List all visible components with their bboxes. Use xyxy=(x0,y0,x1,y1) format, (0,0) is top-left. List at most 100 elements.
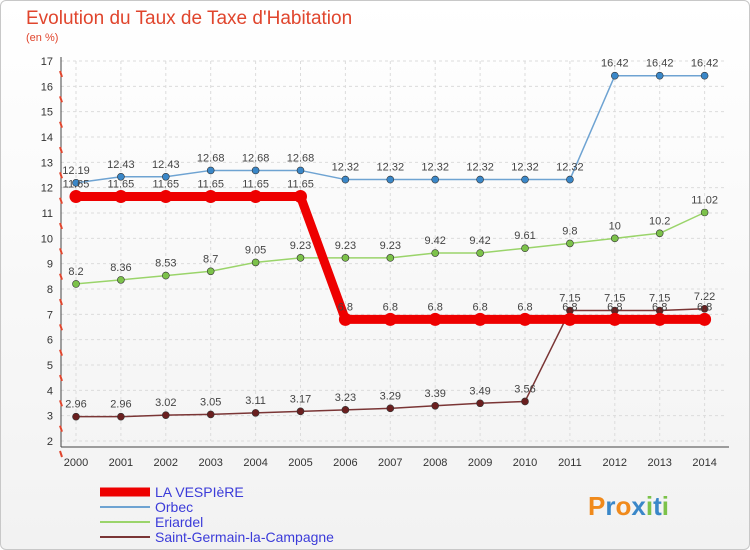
series-point-1 xyxy=(206,267,215,276)
series-point-1 xyxy=(162,271,170,280)
series-point-1 xyxy=(566,239,574,248)
series-point-3 xyxy=(383,312,397,326)
y-axis-accent-mark xyxy=(59,450,63,458)
series-point-1 xyxy=(700,208,709,217)
series-point-2 xyxy=(386,404,395,413)
data-label-0: 16.42 xyxy=(691,58,719,70)
data-label-3: 6.8 xyxy=(697,301,712,313)
series-point-1 xyxy=(476,249,484,257)
data-label-3: 11.65 xyxy=(63,179,90,191)
data-label-1: 9.42 xyxy=(424,235,445,247)
data-label-0: 12.19 xyxy=(62,165,90,177)
chart-title: Evolution du Taux de Taxe d'Habitation xyxy=(26,8,352,29)
legend: LA VESPIèREOrbecEriardelSaint-Germain-la… xyxy=(100,484,334,545)
series-point-1 xyxy=(386,254,395,262)
y-tick-label: 15 xyxy=(41,107,53,119)
data-label-1: 8.2 xyxy=(68,266,83,278)
legend-label: Eriardel xyxy=(155,514,203,530)
data-label-0: 16.42 xyxy=(601,58,629,70)
y-axis-accent-mark xyxy=(59,298,63,306)
series-point-3 xyxy=(294,190,307,204)
data-label-0: 12.68 xyxy=(197,152,225,164)
proxiti-logo: Proxiti xyxy=(588,491,669,521)
y-axis-accent-mark xyxy=(59,400,63,407)
y-tick-label: 13 xyxy=(41,157,53,169)
data-label-3: 11.65 xyxy=(242,179,269,191)
x-tick-label: 2007 xyxy=(378,457,402,469)
data-label-1: 8.7 xyxy=(203,253,218,265)
x-tick-label: 2009 xyxy=(468,457,492,469)
x-tick-label: 2000 xyxy=(64,457,88,469)
data-label-0: 12.32 xyxy=(377,162,405,174)
chart-subtitle: (en %) xyxy=(26,32,58,44)
y-tick-label: 5 xyxy=(47,360,53,372)
data-label-0: 12.43 xyxy=(152,159,180,171)
data-label-2: 7.15 xyxy=(649,293,670,305)
logo-letter: t xyxy=(653,491,662,521)
logo-letter: r xyxy=(605,491,615,521)
series-point-0 xyxy=(117,172,125,181)
data-label-2: 3.56 xyxy=(514,383,535,395)
series-point-3 xyxy=(473,312,487,326)
series-point-1 xyxy=(251,258,260,267)
data-label-0: 12.32 xyxy=(421,162,449,174)
y-axis-accent-mark xyxy=(59,324,63,331)
series-point-3 xyxy=(69,190,83,204)
data-label-0: 12.32 xyxy=(556,162,584,174)
y-axis-accent-mark xyxy=(59,374,63,382)
y-tick-label: 11 xyxy=(42,208,53,220)
data-label-3: 11.65 xyxy=(108,179,135,191)
series-point-0 xyxy=(296,166,305,175)
data-label-2: 3.17 xyxy=(290,393,311,405)
series-point-3 xyxy=(698,312,712,326)
y-tick-label: 9 xyxy=(47,259,53,271)
series-point-0 xyxy=(566,175,574,184)
series-point-1 xyxy=(431,249,440,257)
data-label-0: 12.32 xyxy=(332,162,360,174)
series-point-3 xyxy=(204,190,218,204)
series-point-3 xyxy=(563,312,577,326)
data-label-1: 8.36 xyxy=(110,262,131,274)
data-label-2: 2.96 xyxy=(110,399,131,411)
data-labels: 12.19 12.43 12.43 12.68 12.68 12.68 12.32 12.32… xyxy=(62,58,718,411)
y-axis-accent-mark xyxy=(59,121,63,128)
series-point-1 xyxy=(72,280,80,288)
series-point-3 xyxy=(428,312,442,326)
y-tick-label: 4 xyxy=(47,385,53,397)
y-tick-label: 14 xyxy=(41,132,53,144)
data-label-1: 9.23 xyxy=(290,240,311,252)
series-point-1 xyxy=(521,244,529,253)
series-point-0 xyxy=(206,166,215,175)
series-point-2 xyxy=(117,412,125,421)
series-point-3 xyxy=(159,190,173,204)
x-tick-label: 2008 xyxy=(423,457,447,469)
data-label-2: 3.02 xyxy=(155,397,176,409)
series-point-1 xyxy=(341,254,350,262)
data-label-1: 9.61 xyxy=(514,230,535,242)
y-tick-label: 16 xyxy=(41,81,53,93)
series-point-2 xyxy=(206,410,215,419)
x-tick-label: 2006 xyxy=(333,457,357,469)
series-point-3 xyxy=(608,312,622,326)
series-point-0 xyxy=(162,172,170,181)
legend-label: LA VESPIèRE xyxy=(155,484,244,500)
data-label-3: 6.8 xyxy=(607,301,622,313)
data-label-2: 3.49 xyxy=(469,385,490,397)
y-tick-label: 7 xyxy=(47,309,53,321)
data-label-2: 3.39 xyxy=(424,388,445,400)
series-point-1 xyxy=(296,254,305,262)
series-point-3 xyxy=(249,190,263,204)
data-label-3: 11.65 xyxy=(152,179,179,191)
data-label-1: 9.8 xyxy=(562,225,577,237)
data-label-3: 11.65 xyxy=(287,179,314,191)
y-axis-accent-mark xyxy=(59,172,63,179)
series-point-1 xyxy=(655,229,664,238)
data-label-0: 12.32 xyxy=(511,162,539,174)
y-tick-label: 2 xyxy=(47,436,53,448)
data-label-2: 3.29 xyxy=(380,390,401,402)
data-label-0: 12.32 xyxy=(466,162,494,174)
axes: 2 3 4 5 6 7 8 9 10 11 12 13 14 15 16 17 2000 2001 2002 2003… xyxy=(41,56,729,469)
data-label-3: 6.8 xyxy=(428,301,443,313)
series-lines xyxy=(69,71,712,421)
